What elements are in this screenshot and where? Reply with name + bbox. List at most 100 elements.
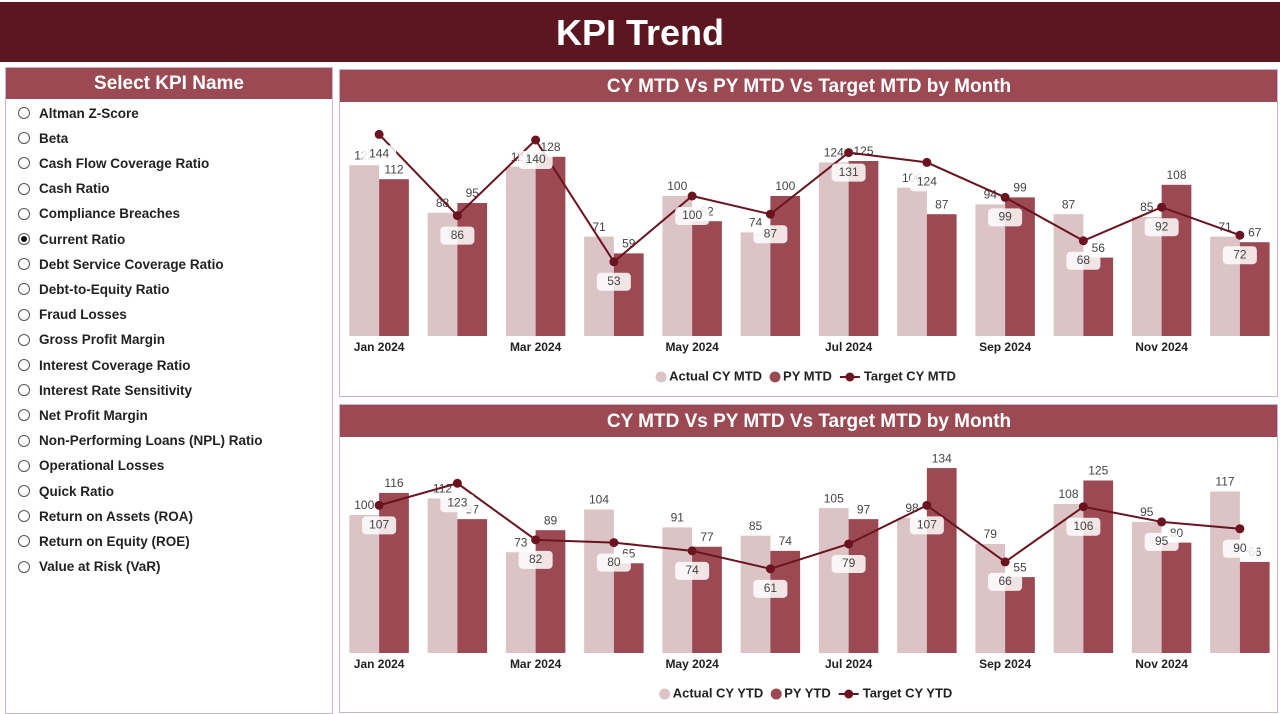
data-label: 87	[935, 197, 949, 211]
x-tick-label: May 2024	[665, 340, 719, 354]
line-point	[374, 500, 384, 510]
data-label-box	[909, 516, 944, 535]
line-point	[687, 191, 697, 201]
line-point	[609, 538, 619, 548]
radio-button[interactable]	[18, 233, 30, 245]
data-label: 53	[607, 274, 621, 288]
data-label: 92	[1155, 219, 1169, 233]
kpi-option[interactable]: Gross Profit Margin	[18, 330, 165, 350]
radio-button[interactable]	[18, 560, 30, 573]
line-point	[844, 148, 854, 158]
legend-item: Target CY MTD	[839, 368, 956, 383]
bar	[1083, 257, 1114, 336]
data-label-box	[362, 145, 397, 164]
radio-button[interactable]	[18, 107, 30, 119]
legend-label: PY MTD	[783, 368, 832, 383]
data-label: 89	[544, 513, 558, 527]
data-label-box	[988, 208, 1023, 227]
x-tick-label: Jul 2024	[825, 657, 873, 671]
kpi-option[interactable]: Debt Service Coverage Ratio	[18, 254, 224, 274]
data-label: 73	[514, 535, 528, 549]
line-point	[609, 257, 619, 267]
radio-button[interactable]	[18, 207, 30, 220]
kpi-option[interactable]: Net Profit Margin	[18, 405, 148, 425]
line-point	[452, 478, 462, 488]
bar	[1131, 217, 1162, 336]
radio-button[interactable]	[18, 459, 30, 472]
line-point	[531, 535, 541, 545]
x-tick-label: Jul 2024	[825, 340, 873, 354]
line-point	[1157, 202, 1167, 212]
kpi-option[interactable]: Fraud Losses	[18, 305, 127, 325]
data-label: 87	[1062, 197, 1076, 211]
bar	[379, 179, 409, 336]
option-label: Interest Rate Sensitivity	[39, 382, 193, 398]
data-label-box	[1222, 246, 1257, 265]
kpi-option[interactable]: Debt-to-Equity Ratio	[18, 279, 170, 299]
data-label: 105	[824, 491, 844, 505]
bar	[770, 196, 801, 336]
bar	[613, 563, 644, 653]
legend-marker	[770, 688, 782, 700]
radio-button[interactable]	[18, 132, 30, 145]
data-label: 71	[592, 220, 606, 234]
kpi-option[interactable]: Quick Ratio	[18, 481, 114, 501]
kpi-option[interactable]: Current Ratio	[18, 229, 125, 249]
kpi-option[interactable]: Interest Coverage Ratio	[18, 355, 191, 375]
kpi-option[interactable]: Non-Performing Loans (NPL) Ratio	[18, 431, 263, 451]
kpi-option[interactable]: Beta	[18, 128, 68, 148]
radio-button[interactable]	[18, 333, 30, 346]
radio-button[interactable]	[18, 510, 30, 523]
data-label: 85	[749, 519, 763, 533]
radio-button[interactable]	[18, 308, 30, 321]
data-label: 61	[764, 581, 778, 595]
radio-button[interactable]	[18, 258, 30, 271]
kpi-option[interactable]: Compliance Breaches	[18, 204, 180, 224]
x-tick-label: Jan 2024	[354, 657, 405, 671]
bar	[505, 166, 536, 336]
data-label: 86	[451, 228, 465, 242]
bar	[770, 550, 801, 653]
data-label-box	[753, 579, 788, 598]
kpi-option[interactable]: Cash Ratio	[18, 179, 110, 199]
data-label: 107	[917, 518, 937, 532]
kpi-option[interactable]: Return on Assets (ROA)	[18, 506, 193, 526]
option-label: Beta	[39, 130, 69, 146]
selector-title: Select KPI Name	[6, 68, 332, 99]
radio-button[interactable]	[18, 359, 30, 371]
data-label: 131	[839, 165, 859, 179]
line-point	[844, 539, 854, 549]
x-tick-label: Mar 2024	[510, 340, 562, 354]
data-label: 91	[671, 511, 685, 525]
kpi-option[interactable]: Operational Losses	[18, 456, 164, 476]
legend: Actual CY YTD PY YTD Target CY YTD	[659, 685, 952, 700]
data-label: 55	[1013, 560, 1027, 574]
kpi-option[interactable]: Value at Risk (VaR)	[18, 557, 161, 577]
bar	[692, 221, 722, 336]
radio-button[interactable]	[18, 182, 30, 195]
line-point	[1235, 230, 1245, 240]
radio-button[interactable]	[18, 409, 30, 422]
option-label: Debt-to-Equity Ratio	[39, 281, 170, 297]
radio-button[interactable]	[18, 157, 30, 170]
data-label-box	[596, 553, 631, 572]
kpi-option[interactable]: Cash Flow Coverage Ratio	[18, 153, 209, 173]
radio-button[interactable]	[18, 283, 30, 296]
legend-item: PY YTD	[770, 685, 831, 700]
radio-button[interactable]	[18, 434, 30, 447]
data-label-box	[596, 272, 631, 291]
legend-item: Target CY YTD	[838, 685, 952, 700]
data-label: 87	[764, 226, 778, 240]
line-point	[687, 546, 697, 556]
radio-button[interactable]	[18, 535, 30, 548]
radio-button[interactable]	[18, 384, 30, 397]
kpi-option[interactable]: Return on Equity (ROE)	[18, 531, 190, 551]
radio-button[interactable]	[18, 485, 30, 497]
legend-item: Actual CY MTD	[655, 368, 762, 383]
kpi-option[interactable]: Interest Rate Sensitivity	[18, 380, 192, 400]
kpi-option[interactable]: Altman Z-Score	[18, 103, 139, 123]
chart-title: CY MTD Vs PY MTD Vs Target MTD by Month	[607, 76, 1011, 97]
data-label: 95	[1140, 505, 1154, 519]
data-label: 90	[1233, 541, 1247, 555]
data-label-box	[675, 207, 710, 225]
